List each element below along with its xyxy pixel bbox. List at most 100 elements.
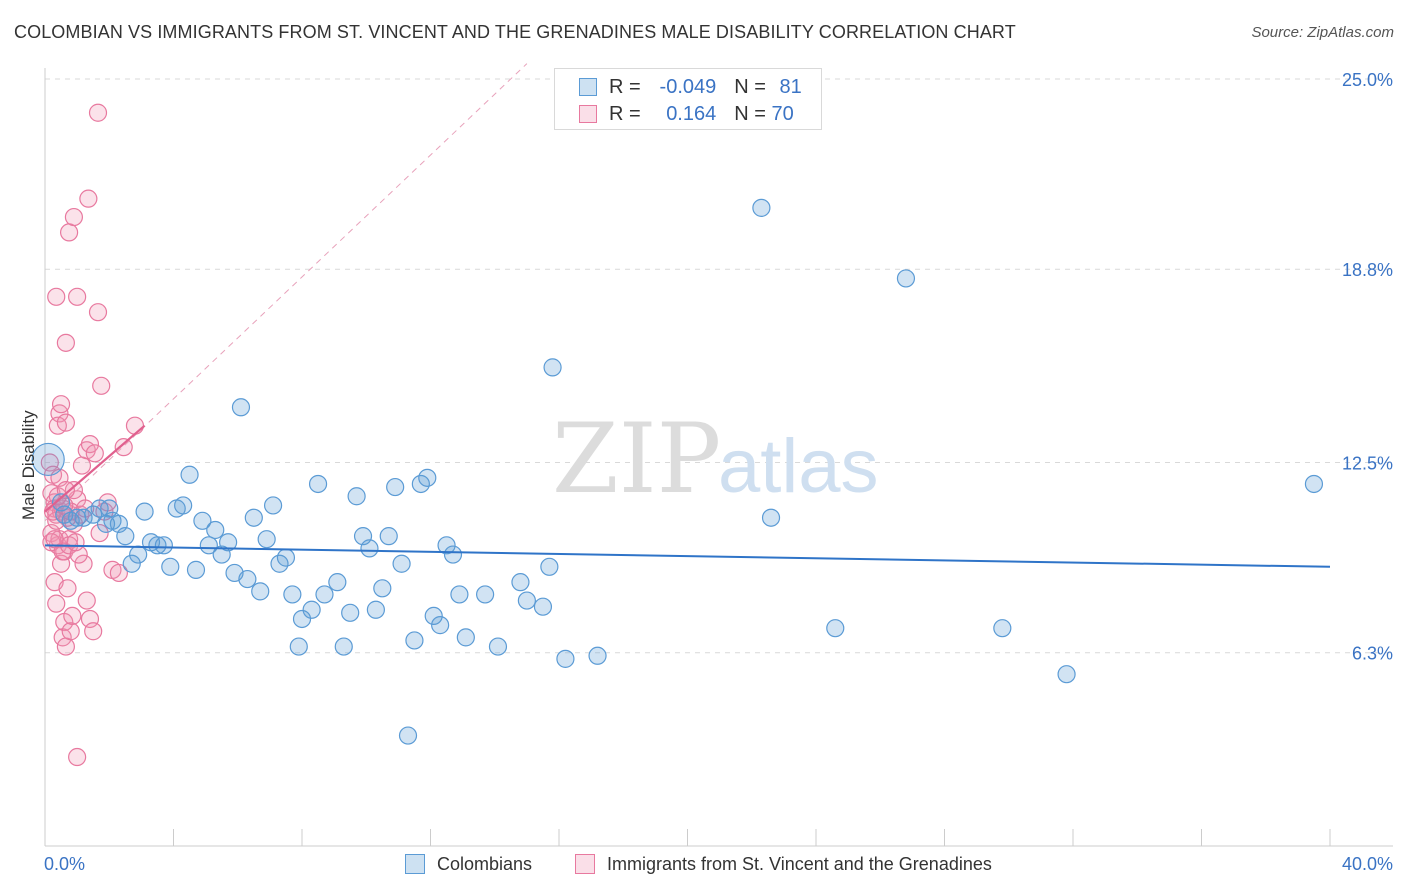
correlation-legend: R = -0.049 N = 81 R = 0.164 N = 70 (554, 68, 822, 130)
data-point-immigrants (90, 523, 109, 543)
series-immigrants-points (40, 103, 145, 767)
data-point-immigrants (88, 103, 108, 122)
legend-r-value: 0.164 (666, 102, 717, 125)
axes (44, 68, 1393, 847)
data-point-immigrants (61, 622, 80, 641)
legend-r-label: R = (609, 75, 641, 98)
data-point-colombians (199, 536, 218, 555)
data-point-colombians (238, 569, 257, 589)
data-point-colombians (511, 573, 530, 592)
data-point-colombians (398, 726, 418, 745)
bottom-legend-immigrants: Immigrants from St. Vincent and the Gren… (575, 852, 992, 876)
data-point-colombians (161, 557, 180, 576)
data-point-colombians (174, 496, 193, 515)
data-point-immigrants (74, 554, 93, 573)
data-point-immigrants (45, 530, 64, 549)
data-point-colombians (206, 520, 225, 540)
data-point-colombians (231, 398, 251, 417)
data-point-immigrants (58, 579, 77, 598)
data-point-colombians (186, 560, 206, 579)
data-point-colombians (366, 600, 385, 619)
data-point-colombians (405, 631, 424, 650)
data-point-colombians (1057, 665, 1076, 684)
x-tick-label: 0.0% (44, 854, 85, 874)
data-point-colombians (154, 536, 173, 555)
data-point-immigrants (72, 456, 92, 475)
watermark-atlas: atlas (718, 424, 879, 509)
legend-n-label: N = (734, 75, 766, 98)
data-point-colombians (148, 536, 167, 555)
data-point-colombians (315, 585, 334, 604)
data-point-colombians (122, 554, 141, 573)
data-point-colombians (488, 637, 508, 656)
trend-lines (44, 424, 1331, 568)
data-point-colombians (392, 554, 411, 573)
data-point-colombians (129, 545, 148, 564)
data-point-immigrants (56, 413, 75, 432)
data-point-colombians (826, 619, 845, 638)
data-point-colombians (476, 585, 495, 604)
data-point-colombians (993, 619, 1012, 638)
data-point-colombians (543, 358, 562, 377)
bottom-legend-swatch-pink (575, 854, 595, 874)
data-point-immigrants (79, 189, 98, 208)
data-point-immigrants (59, 223, 79, 242)
data-point-immigrants (51, 395, 71, 414)
source-label: Source: ZipAtlas.com (1251, 24, 1394, 41)
x-tick-labels: 0.0% 40.0% (44, 854, 1393, 874)
data-point-immigrants (125, 416, 145, 435)
diagonal-reference-line (44, 63, 528, 522)
data-point-immigrants (114, 438, 133, 457)
data-point-colombians (219, 533, 238, 552)
watermark-zip: ZIP (552, 403, 721, 515)
data-point-colombians (418, 468, 437, 487)
trend-line-immigrants (44, 424, 146, 513)
data-point-colombians (90, 499, 109, 518)
y-tick-label: 12.5% (1342, 454, 1393, 474)
data-point-colombians (100, 499, 119, 518)
data-point-colombians (276, 548, 296, 567)
data-point-colombians (334, 637, 353, 656)
data-point-colombians (360, 539, 379, 558)
legend-n-value: 70 (771, 102, 794, 125)
data-point-colombians (896, 269, 916, 288)
data-point-immigrants (68, 287, 87, 306)
data-point-colombians (556, 649, 575, 668)
data-point-colombians (328, 573, 347, 592)
data-point-immigrants (80, 434, 100, 454)
chart-title: COLOMBIAN VS IMMIGRANTS FROM ST. VINCENT… (14, 22, 1016, 42)
data-point-colombians (431, 616, 450, 635)
data-point-immigrants (85, 444, 104, 463)
bottom-legend-label: Immigrants from St. Vincent and the Gren… (607, 853, 992, 874)
data-point-immigrants (64, 207, 84, 227)
legend-row-immigrants: R = 0.164 N = 70 (579, 102, 794, 126)
data-point-colombians (761, 508, 781, 527)
data-point-immigrants (109, 563, 128, 583)
data-point-colombians (450, 585, 469, 604)
data-point-colombians (116, 527, 135, 546)
data-point-colombians (517, 591, 536, 610)
y-tick-label: 25.0% (1342, 70, 1393, 90)
legend-n-label: N = (734, 102, 766, 125)
data-point-colombians (341, 603, 360, 622)
bottom-legend-label: Colombians (437, 853, 533, 874)
data-point-colombians (263, 496, 283, 515)
data-point-colombians (540, 557, 559, 576)
data-point-immigrants (77, 591, 96, 610)
bottom-legend-swatch-blue (405, 854, 425, 874)
legend-swatch-blue (579, 78, 597, 96)
data-point-immigrants (63, 606, 82, 626)
data-point-colombians (257, 530, 276, 549)
trend-line-colombians (44, 544, 1331, 568)
data-point-colombians (244, 508, 263, 527)
data-point-colombians (302, 600, 321, 619)
data-point-colombians (752, 198, 771, 217)
legend-swatch-pink (579, 105, 597, 123)
data-point-colombians (347, 487, 366, 506)
data-point-colombians (135, 502, 154, 521)
watermark: ZIP atlas (552, 403, 879, 515)
data-point-colombians (437, 536, 456, 555)
data-point-immigrants (47, 287, 66, 306)
data-point-colombians (289, 637, 308, 656)
